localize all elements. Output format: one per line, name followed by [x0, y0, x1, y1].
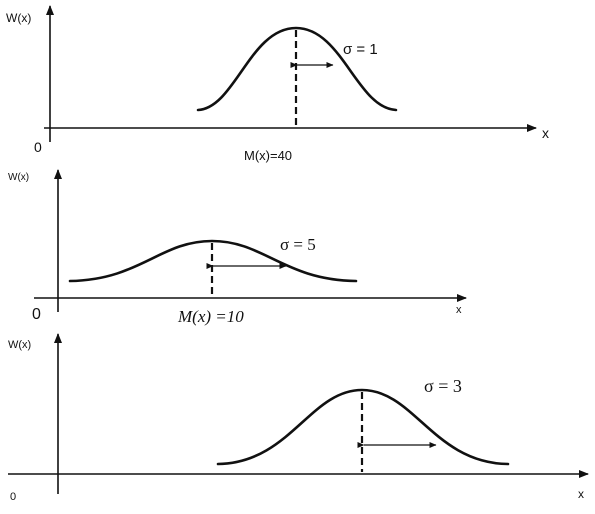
panel-1-origin-label: 0 — [34, 139, 42, 155]
panel-2-gaussian-curve — [68, 239, 358, 283]
panel-3-origin-label: 0 — [10, 491, 16, 503]
panel-1-gaussian-curve — [196, 26, 398, 112]
panel-1-x-label: x — [542, 125, 549, 141]
panel-2-origin-label: 0 — [32, 306, 41, 323]
panel-2-sigma-label: σ = 5 — [280, 235, 316, 254]
panel-1-mean-label: M(x)=40 — [244, 148, 292, 163]
panel-1-sigma-label: σ = 1 — [343, 41, 378, 58]
panel-3-sigma-label: σ = 3 — [424, 376, 462, 396]
panel-2-x-label: x — [456, 304, 462, 316]
panel-2-y-label: W(x) — [8, 172, 29, 183]
panel-1-y-label: W(x) — [6, 11, 31, 25]
panel-3: W(x) x 0 σ = 3 — [8, 333, 589, 503]
panel-3-y-label: W(x) — [8, 339, 31, 351]
panel-2-mean-label: M(x) =10 — [177, 307, 244, 326]
panel-1: W(x) x 0 σ = 1 M(x)=40 — [6, 5, 549, 163]
panel-3-x-label: x — [578, 487, 584, 501]
panel-2: W(x) x 0 σ = 5 M(x) =10 — [8, 169, 467, 326]
panel-3-gaussian-curve — [216, 388, 510, 466]
